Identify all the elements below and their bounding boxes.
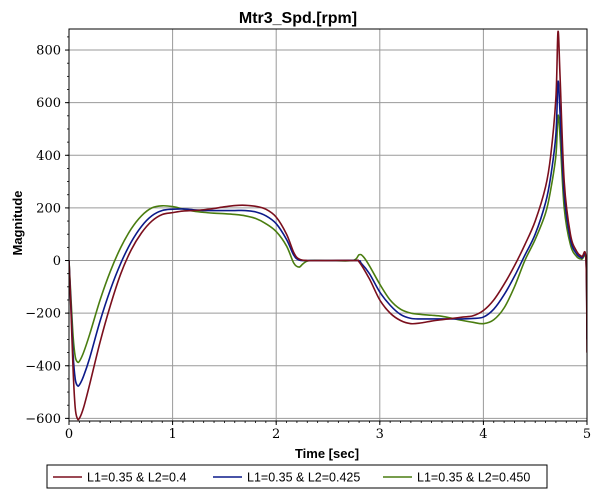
- y-tick-label: 200: [36, 201, 61, 216]
- x-axis-label: Time [sec]: [295, 446, 359, 461]
- grid: [68, 29, 588, 421]
- series-line-1: [69, 30, 587, 421]
- legend-label: L1=0.35 & L2=0.450: [417, 471, 530, 485]
- y-tick-label: −200: [25, 307, 61, 322]
- y-tick-label: −400: [25, 359, 61, 374]
- legend-label: L1=0.35 & L2=0.425: [247, 471, 360, 485]
- tick-layer: 0 1 2 3 4 5 −600 −400 −200 0 200 400 600 800: [25, 36, 591, 442]
- y-tick-label: 0: [53, 254, 61, 269]
- legend-box: [46, 464, 548, 489]
- y-axis-label: Magnitude: [10, 191, 25, 256]
- plot-area: [68, 28, 588, 422]
- legend-label: L1=0.35 & L2=0.4: [87, 471, 186, 485]
- series-line-2: [69, 80, 587, 387]
- x-tick-label: 4: [479, 427, 487, 442]
- y-tick-label: 800: [36, 44, 61, 59]
- x-tick-label: 3: [376, 427, 384, 442]
- legend: L1=0.35 & L2=0.4 L1=0.35 & L2=0.425 L1=0.3…: [46, 464, 548, 489]
- x-tick-label: 5: [583, 427, 591, 442]
- y-tick-label: 400: [36, 149, 61, 164]
- series-layer: [69, 30, 587, 421]
- x-tick-label: 1: [168, 427, 176, 442]
- series-line-3: [69, 114, 587, 364]
- x-tick-label: 2: [272, 427, 280, 442]
- y-tick-label: 600: [36, 96, 61, 111]
- x-tick-label: 0: [65, 427, 73, 442]
- chart-title: Mtr3_Spd.[rpm]: [239, 10, 357, 27]
- y-tick-label: −600: [25, 412, 61, 427]
